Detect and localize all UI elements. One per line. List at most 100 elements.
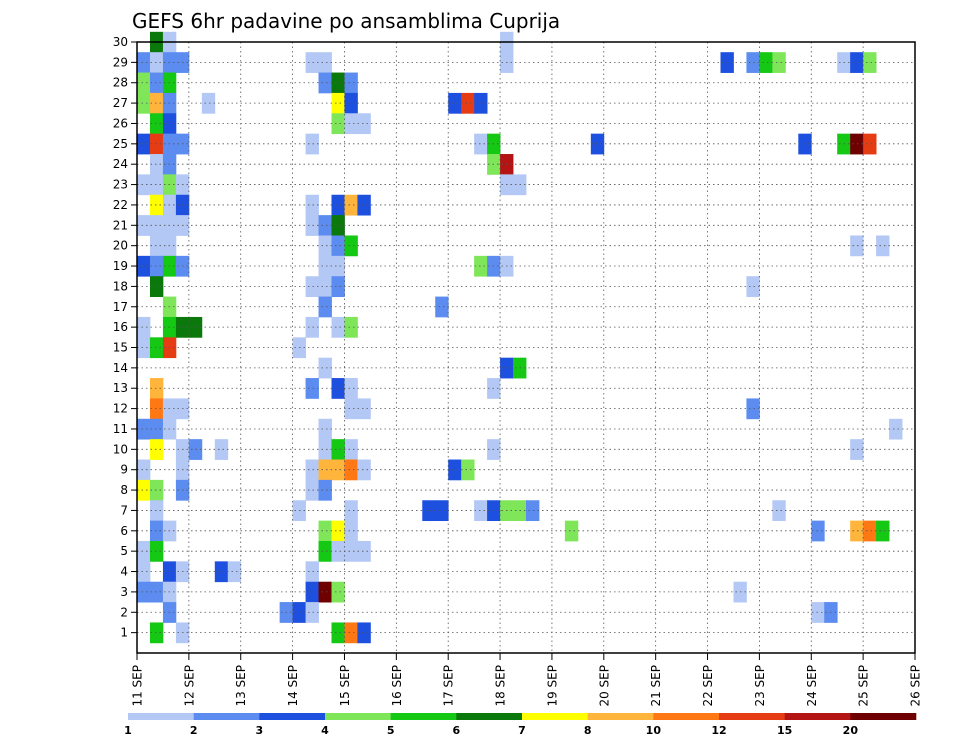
y-tick-label: 22 xyxy=(113,198,128,212)
heatmap-cell xyxy=(746,398,760,420)
heatmap-cell xyxy=(448,459,462,481)
colorbar: 1 2 3 4 5 6 7 8 10 12 15 20 xyxy=(124,713,917,737)
colorbar-swatch xyxy=(719,713,785,720)
heatmap-cell xyxy=(863,52,877,73)
heatmap-cell xyxy=(137,52,151,73)
heatmap-cell xyxy=(227,561,242,583)
y-tick-label: 25 xyxy=(113,137,128,151)
heatmap-cell xyxy=(357,622,371,644)
heatmap-cell xyxy=(318,235,332,257)
colorbar-label: 20 xyxy=(843,724,859,737)
heatmap-cell xyxy=(149,439,164,460)
y-tick-label: 20 xyxy=(113,239,128,253)
heatmap-cell xyxy=(331,316,345,338)
heatmap-cell xyxy=(149,398,164,420)
heatmap-cell xyxy=(331,439,345,460)
colorbar-label: 7 xyxy=(518,724,526,737)
x-tick-label: 12 SEP xyxy=(182,665,196,707)
gridlines xyxy=(137,41,915,653)
heatmap-cell xyxy=(149,174,164,196)
x-tick-label: 13 SEP xyxy=(234,665,248,707)
y-axis: 1234567891011121314151617181920212223242… xyxy=(113,35,137,640)
heatmap-cell xyxy=(137,92,151,114)
x-tick-label: 22 SEP xyxy=(701,665,715,707)
heatmap-cell xyxy=(305,479,319,501)
heatmap-cell xyxy=(149,235,164,257)
heatmap-cell xyxy=(357,398,371,420)
colorbar-swatch xyxy=(128,713,194,720)
heatmap-cell xyxy=(331,194,345,216)
y-tick-label: 23 xyxy=(113,178,128,192)
heatmap-cell xyxy=(137,133,151,155)
x-tick-label: 25 SEP xyxy=(857,665,871,707)
y-tick-label: 16 xyxy=(113,320,128,334)
colorbar-label: 12 xyxy=(711,724,726,737)
heatmap-cell xyxy=(214,561,229,583)
colorbar-label: 3 xyxy=(256,724,264,737)
heatmap-cell xyxy=(318,520,332,542)
heatmap-cell xyxy=(461,92,475,114)
heatmap-cell xyxy=(318,479,332,501)
x-tick-label: 24 SEP xyxy=(805,665,819,707)
heatmap-cell xyxy=(344,194,358,216)
heatmap-cell xyxy=(318,52,332,73)
y-tick-label: 30 xyxy=(113,35,128,49)
heatmap-cell xyxy=(344,459,358,481)
heatmap-cell xyxy=(305,133,319,155)
heatmap-cell xyxy=(331,581,345,603)
heatmap-cell xyxy=(318,255,332,277)
heatmap-cell xyxy=(318,357,332,379)
heatmap-cell xyxy=(889,418,903,440)
heatmap-cell xyxy=(149,255,164,277)
heatmap-cell xyxy=(305,459,319,481)
x-tick-label: 19 SEP xyxy=(545,665,559,707)
heatmap-cell xyxy=(331,215,345,236)
heatmap-cell xyxy=(137,540,151,562)
y-tick-label: 19 xyxy=(113,259,128,273)
heatmap-cell xyxy=(772,500,786,522)
heatmap-cell xyxy=(331,540,345,562)
heatmap-cell xyxy=(137,337,151,359)
heatmap-cell xyxy=(564,520,579,542)
heatmap-cell xyxy=(331,276,345,297)
heatmap-cell xyxy=(305,581,319,603)
heatmap-cell xyxy=(137,174,151,196)
heatmap-cell xyxy=(357,459,371,481)
colorbar-label: 8 xyxy=(584,724,592,737)
heatmap-cell xyxy=(357,194,371,216)
heatmap-cell xyxy=(149,154,164,175)
heatmap-cell xyxy=(526,500,540,522)
heatmap-cell xyxy=(435,500,449,522)
heatmap-cell xyxy=(344,398,358,420)
heatmap-cell xyxy=(137,418,151,440)
x-tick-label: 21 SEP xyxy=(649,665,663,707)
y-tick-label: 1 xyxy=(120,626,128,640)
y-tick-label: 5 xyxy=(120,544,128,558)
x-tick-label: 26 SEP xyxy=(909,665,923,707)
heatmap-cell xyxy=(344,92,358,114)
heatmap-cell xyxy=(850,52,864,73)
heatmap-cell xyxy=(876,235,890,257)
heatmap-cell xyxy=(474,255,488,277)
colorbar-swatch xyxy=(850,713,917,720)
colorbar-label: 1 xyxy=(124,724,132,737)
heatmap-cell xyxy=(331,520,345,542)
heatmap-cell xyxy=(318,418,332,440)
colorbar-swatch xyxy=(390,713,457,720)
heatmap-cell xyxy=(474,500,488,522)
heatmap-cell xyxy=(331,72,345,94)
y-tick-label: 26 xyxy=(113,116,128,130)
heatmap-cell xyxy=(305,561,319,583)
colorbar-swatch xyxy=(259,713,326,720)
y-tick-label: 4 xyxy=(120,565,128,579)
heatmap-cell xyxy=(149,52,164,73)
y-tick-label: 14 xyxy=(113,361,128,375)
heatmap-cell xyxy=(850,520,864,542)
heatmap-cell xyxy=(344,540,358,562)
colorbar-label: 15 xyxy=(777,724,792,737)
heatmap-cell xyxy=(357,540,371,562)
y-tick-label: 10 xyxy=(113,442,128,456)
colorbar-swatch xyxy=(456,713,523,720)
heatmap-cell xyxy=(318,296,332,318)
heatmap-cell xyxy=(318,581,332,603)
